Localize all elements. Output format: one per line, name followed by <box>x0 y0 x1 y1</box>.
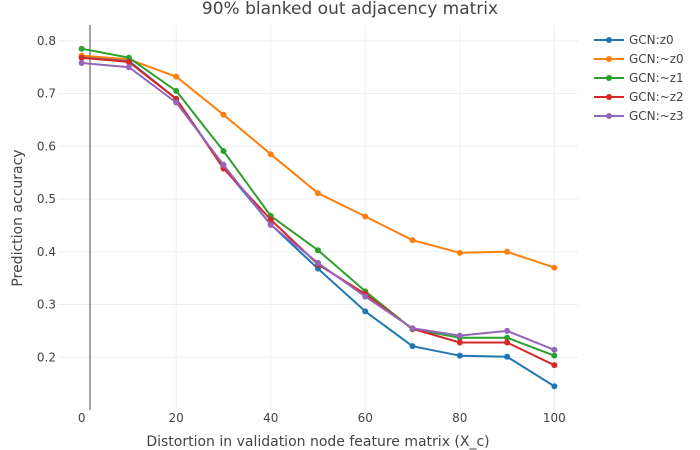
data-point[interactable] <box>315 265 321 272</box>
data-point[interactable] <box>551 352 558 359</box>
x-tick-label: 100 <box>543 411 566 425</box>
data-point[interactable] <box>362 308 369 315</box>
legend-swatch-marker <box>606 56 612 62</box>
data-point[interactable] <box>173 73 180 80</box>
data-point[interactable] <box>220 148 227 155</box>
x-tick-label: 40 <box>263 411 278 425</box>
x-tick-label: 0 <box>78 411 86 425</box>
data-point[interactable] <box>78 45 85 52</box>
legend-item[interactable]: GCN:~z0 <box>594 52 684 66</box>
data-point[interactable] <box>173 87 180 94</box>
series-line <box>81 47 555 357</box>
data-point[interactable] <box>504 327 511 334</box>
series-gcn-z2 <box>78 54 558 369</box>
data-point[interactable] <box>362 293 369 300</box>
data-point[interactable] <box>220 161 227 168</box>
data-point[interactable] <box>78 59 85 66</box>
series-gcn-z1 <box>78 45 558 359</box>
legend-label: GCN:~z1 <box>629 71 684 85</box>
data-point[interactable] <box>409 343 416 350</box>
data-point[interactable] <box>315 259 321 266</box>
data-point[interactable] <box>551 346 558 353</box>
x-tick-label: 80 <box>452 411 467 425</box>
data-point[interactable] <box>456 332 463 339</box>
y-tick-label: 0.8 <box>37 34 56 48</box>
y-tick-label: 0.3 <box>37 298 56 312</box>
data-point[interactable] <box>267 151 274 158</box>
y-tick-label: 0.4 <box>37 245 56 259</box>
data-point[interactable] <box>125 64 132 71</box>
chart-title: 90% blanked out adjacency matrix <box>202 0 498 19</box>
data-point[interactable] <box>409 237 416 244</box>
legend-label: GCN:~z2 <box>629 90 684 104</box>
grid-layer <box>58 25 578 410</box>
x-axis-title: Distortion in validation node feature ma… <box>146 434 489 450</box>
y-tick-label: 0.5 <box>37 192 56 206</box>
data-point[interactable] <box>267 221 274 228</box>
series-gcn-z3 <box>78 59 558 353</box>
series-gcn-z0 <box>78 52 558 271</box>
data-point[interactable] <box>315 190 321 197</box>
series-line <box>81 62 555 351</box>
y-tick-label: 0.7 <box>37 87 56 101</box>
data-point[interactable] <box>456 339 463 346</box>
data-point[interactable] <box>315 247 321 254</box>
data-point[interactable] <box>409 325 416 332</box>
data-point[interactable] <box>551 362 558 369</box>
series-line <box>81 54 555 269</box>
x-tick-label: 60 <box>358 411 373 425</box>
data-point[interactable] <box>551 383 558 390</box>
legend-item[interactable]: GCN:~z3 <box>594 109 684 123</box>
legend-label: GCN:~z0 <box>629 52 684 66</box>
legend-swatch-marker <box>606 37 612 43</box>
data-point[interactable] <box>504 248 511 255</box>
legend-item[interactable]: GCN:~z1 <box>594 71 684 85</box>
data-point[interactable] <box>78 54 85 61</box>
data-point[interactable] <box>267 216 274 223</box>
legend-swatch-marker <box>606 75 612 81</box>
y-tick-labels: 0.2 0.3 0.4 0.5 0.6 0.7 0.8 <box>37 34 56 364</box>
legend-swatch-marker <box>606 94 612 100</box>
series-layer <box>78 45 558 390</box>
y-tick-label: 0.2 <box>37 350 56 364</box>
data-point[interactable] <box>362 213 369 220</box>
data-point[interactable] <box>456 249 463 256</box>
data-point[interactable] <box>456 352 463 359</box>
data-point[interactable] <box>504 339 511 346</box>
series-line <box>81 56 555 367</box>
data-point[interactable] <box>125 54 132 61</box>
data-point[interactable] <box>504 353 511 360</box>
legend-swatch-marker <box>606 113 612 119</box>
legend-item[interactable]: GCN:z0 <box>594 33 674 47</box>
legend-item[interactable]: GCN:~z2 <box>594 90 684 104</box>
series-gcn-z0 <box>78 53 558 390</box>
x-tick-label: 20 <box>169 411 184 425</box>
data-point[interactable] <box>173 99 180 106</box>
data-point[interactable] <box>504 334 511 341</box>
data-point[interactable] <box>125 58 132 65</box>
legend-label: GCN:~z3 <box>629 109 684 123</box>
y-tick-label: 0.6 <box>37 139 56 153</box>
data-point[interactable] <box>220 111 227 118</box>
x-tick-labels: 0 20 40 60 80 100 <box>78 411 566 425</box>
legend: GCN:z0 GCN:~z0 GCN:~z1 GCN:~z2 GCN:~z3 <box>594 33 684 123</box>
data-point[interactable] <box>551 264 558 271</box>
legend-label: GCN:z0 <box>629 33 674 47</box>
y-axis-title: Prediction accuracy <box>10 149 26 286</box>
